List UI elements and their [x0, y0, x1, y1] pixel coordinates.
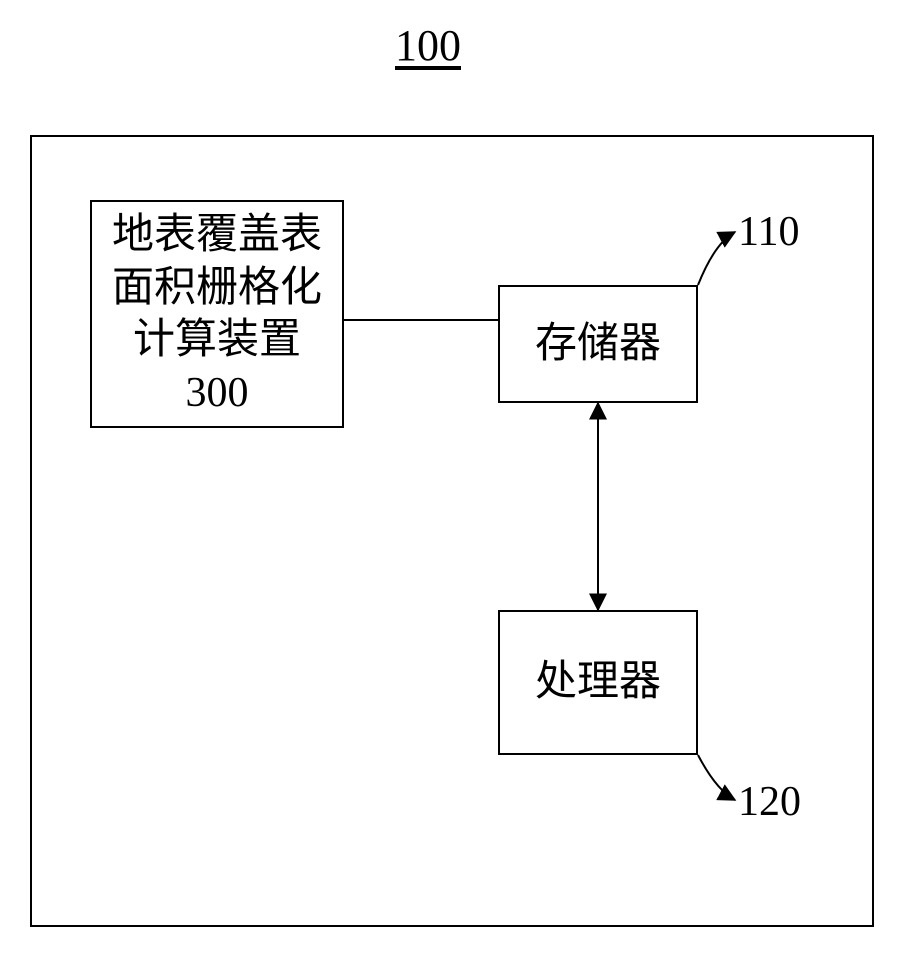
label-120-text: 120	[738, 779, 801, 825]
figure-title-text: 100	[395, 21, 461, 70]
label-110: 110	[738, 208, 799, 256]
label-120: 120	[738, 778, 801, 826]
node-memory: 存储器	[498, 285, 698, 403]
label-110-text: 110	[738, 209, 799, 255]
node-device: 地表覆盖表 面积栅格化 计算装置 300	[90, 200, 344, 428]
diagram-canvas: 100 地表覆盖表 面积栅格化 计算装置 300 存储器 处理器 110 120	[0, 0, 902, 967]
node-processor: 处理器	[498, 610, 698, 755]
node-device-label: 地表覆盖表 面积栅格化 计算装置 300	[92, 207, 342, 421]
node-memory-label: 存储器	[500, 316, 696, 373]
figure-title: 100	[395, 20, 461, 71]
node-processor-label: 处理器	[500, 654, 696, 711]
